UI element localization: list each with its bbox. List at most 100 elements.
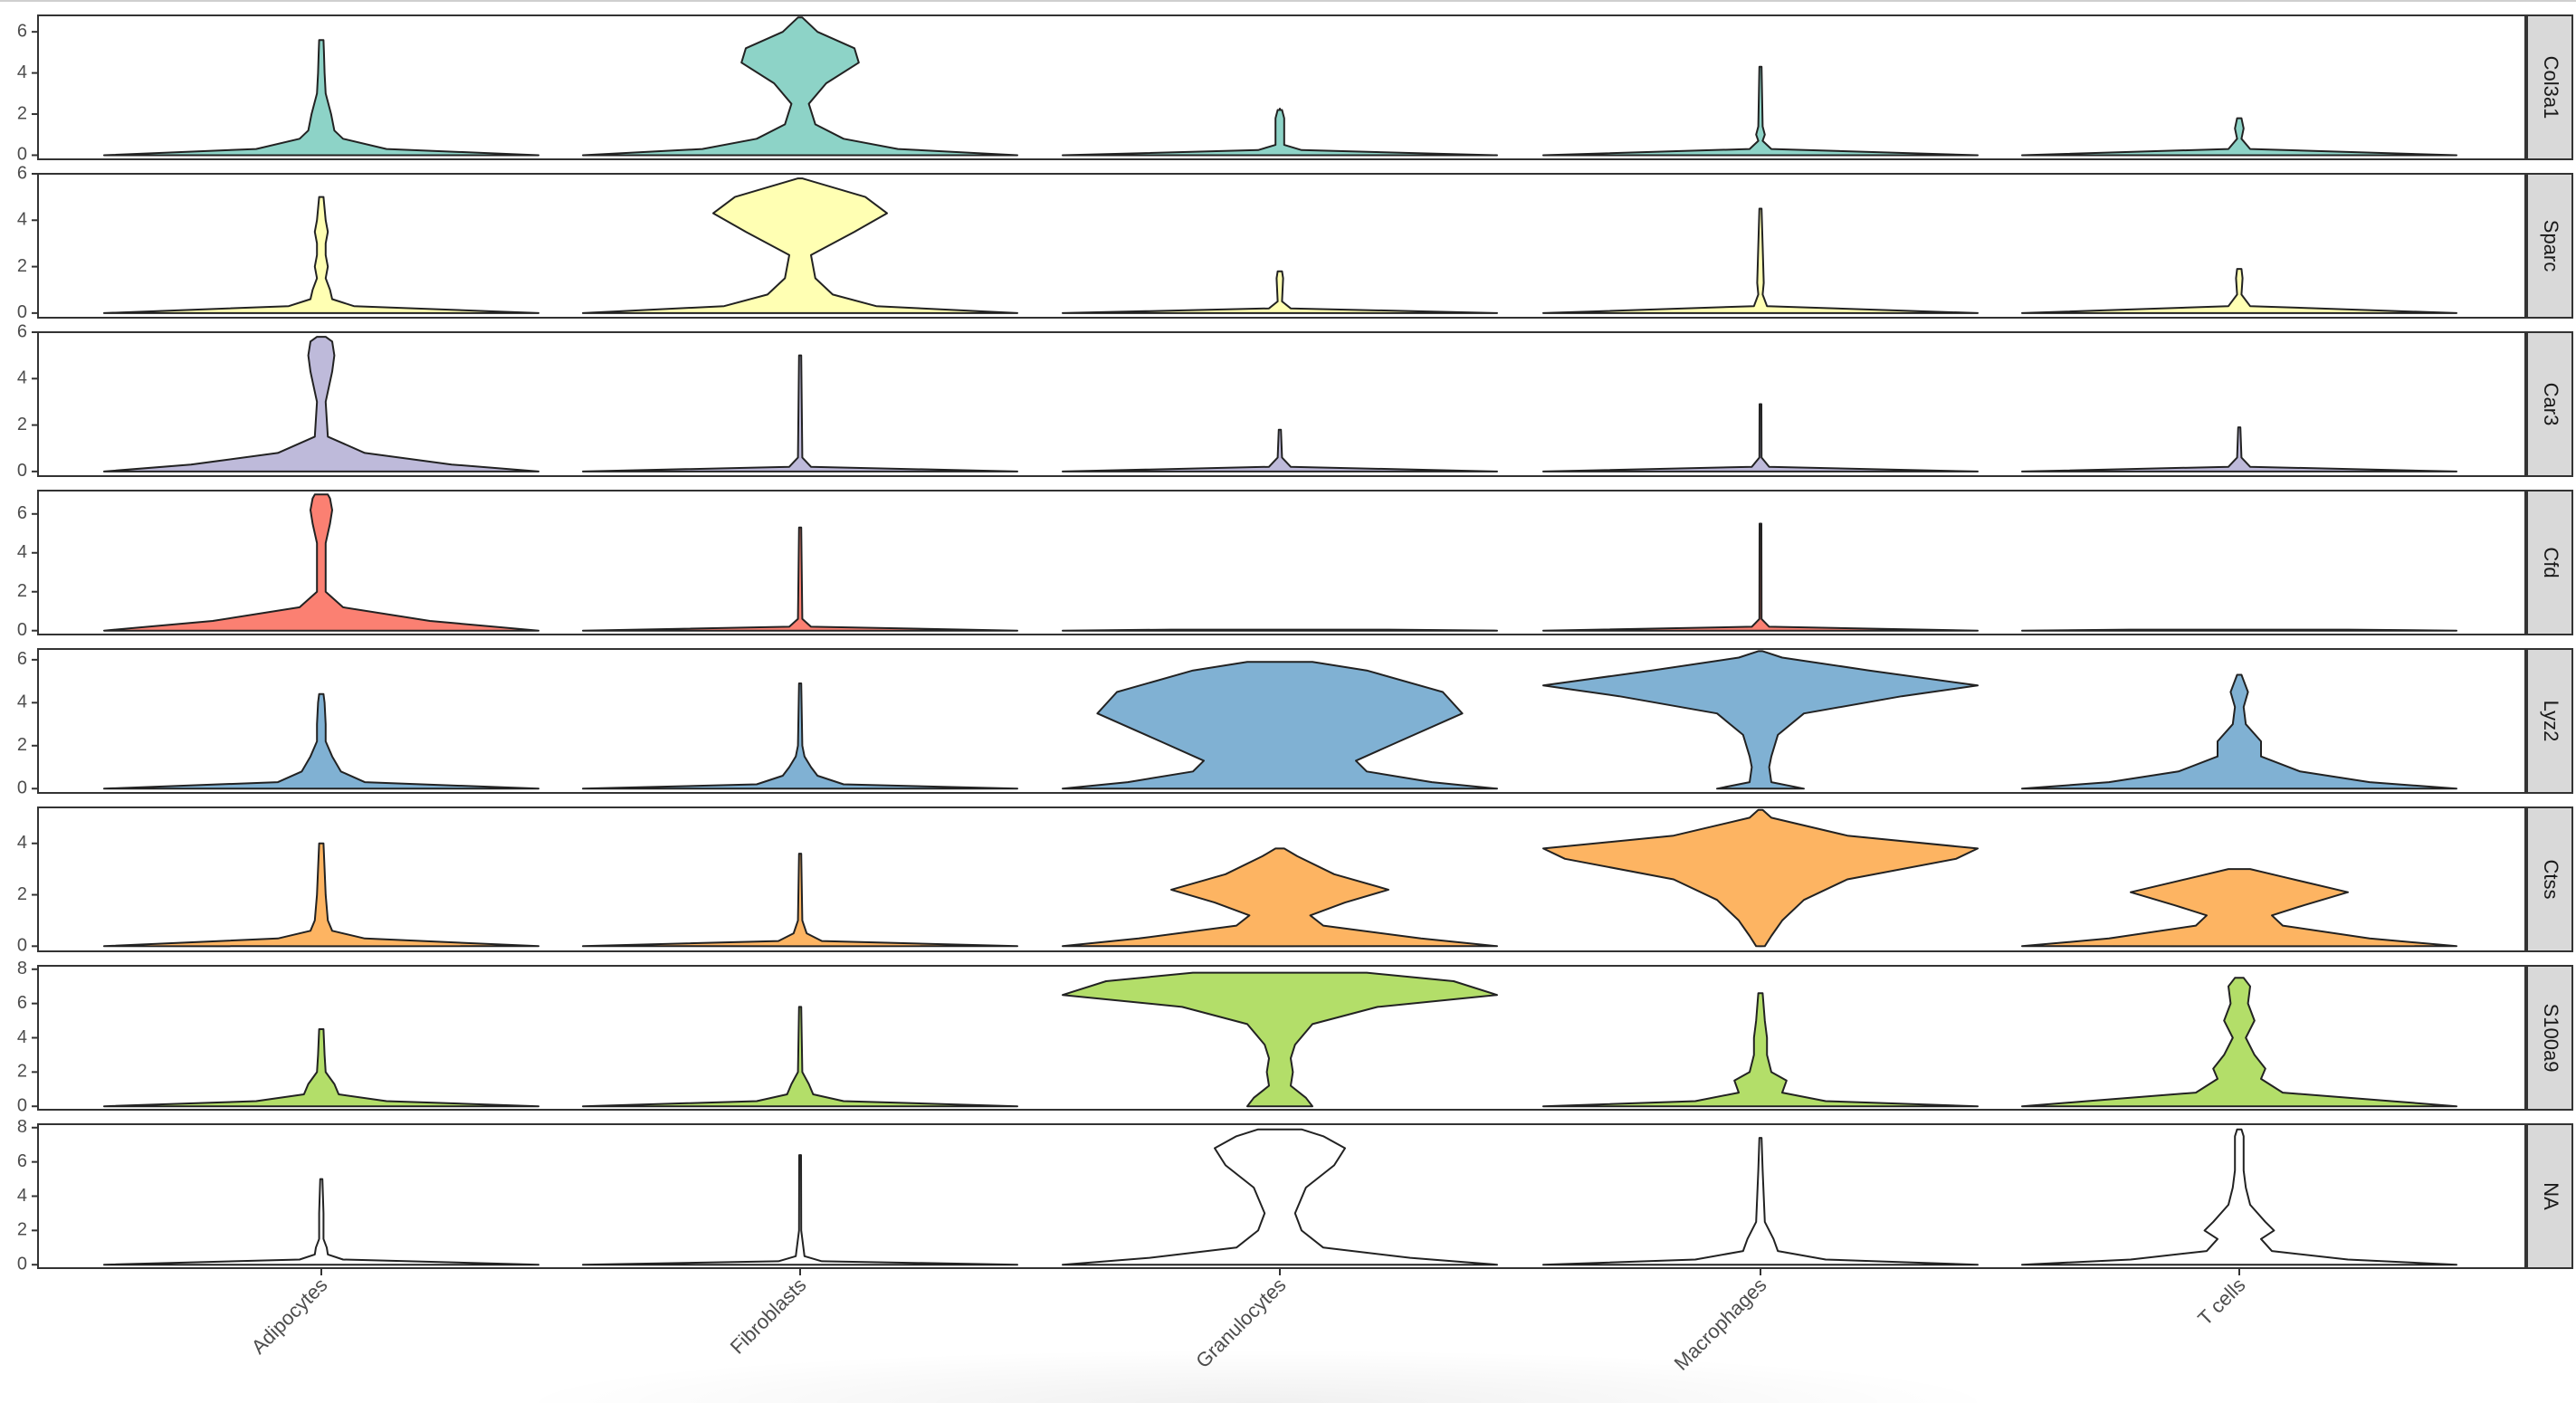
violin-granulocytes xyxy=(1062,428,1498,472)
violin-adipocytes xyxy=(103,1028,539,1108)
y-tick-label: 6 xyxy=(17,163,27,183)
facet-strip-label: Lyz2 xyxy=(2540,701,2562,742)
y-tick-label: 6 xyxy=(17,649,27,669)
facet-strip-label: Col3a1 xyxy=(2540,56,2562,119)
violin-adipocytes xyxy=(103,39,539,157)
y-tick-label: 0 xyxy=(17,1095,27,1115)
facet-strip xyxy=(2526,965,2573,1111)
violin-adipocytes xyxy=(103,1178,539,1266)
violin-macrophages xyxy=(1542,992,1979,1108)
facet-panel-cfd: Cfd 0 2 4 6 xyxy=(17,490,2573,640)
violin-fibroblasts xyxy=(582,682,1018,790)
violin-fibroblasts xyxy=(582,1006,1018,1108)
violin-adipocytes xyxy=(103,336,539,472)
violin-fibroblasts xyxy=(582,526,1018,632)
facet-strip xyxy=(2526,806,2573,952)
violin-macrophages xyxy=(1542,403,1979,472)
y-tick-label: 2 xyxy=(17,1062,27,1082)
y-tick-label: 0 xyxy=(17,1254,27,1274)
violin-granulocytes xyxy=(1062,971,1498,1108)
violin-granulocytes xyxy=(1062,628,1498,632)
violin-adipocytes xyxy=(103,692,539,790)
facet-strip xyxy=(2526,1123,2573,1269)
facet-strip-label: Cfd xyxy=(2540,547,2562,577)
violin-macrophages xyxy=(1542,207,1979,314)
bottom-shadow xyxy=(507,1349,2009,1403)
x-tick-label: Macrophages xyxy=(1670,1274,1771,1375)
violin-adipocytes xyxy=(103,842,539,948)
violin-t-cells xyxy=(2021,628,2457,632)
y-tick-label: 2 xyxy=(17,256,27,276)
violin-t-cells xyxy=(2021,977,2457,1108)
facet-strip xyxy=(2526,331,2573,477)
y-tick-label: 8 xyxy=(17,1117,27,1137)
y-tick-label: 2 xyxy=(17,735,27,755)
y-tick-label: 6 xyxy=(17,503,27,523)
violin-macrophages xyxy=(1542,522,1979,632)
y-tick-label: 0 xyxy=(17,620,27,640)
facet-panel-col3a1: Col3a1 0 2 4 6 xyxy=(17,14,2573,165)
facet-strip xyxy=(2526,648,2573,794)
y-tick-label: 2 xyxy=(17,884,27,904)
y-tick-label: 0 xyxy=(17,461,27,481)
facet-strip-label: Sparc xyxy=(2540,220,2562,272)
violin-t-cells xyxy=(2021,1128,2457,1266)
y-tick-label: 4 xyxy=(17,210,27,230)
y-tick-label: 4 xyxy=(17,542,27,562)
violin-macrophages xyxy=(1542,808,1979,948)
violin-fibroblasts xyxy=(582,16,1018,157)
x-tick-label: Adipocytes xyxy=(247,1274,332,1359)
violin-fibroblasts xyxy=(582,1154,1018,1266)
violin-macrophages xyxy=(1542,650,1979,790)
y-tick-label: 4 xyxy=(17,62,27,82)
y-tick-label: 6 xyxy=(17,21,27,41)
y-tick-label: 2 xyxy=(17,581,27,601)
violin-fibroblasts xyxy=(582,853,1018,948)
y-tick-label: 0 xyxy=(17,936,27,956)
y-tick-label: 6 xyxy=(17,993,27,1013)
violin-macrophages xyxy=(1542,1137,1979,1266)
facet-panel-ctss: Ctss 0 2 4 xyxy=(17,806,2573,956)
facet-panel-car3: Car3 0 2 4 6 xyxy=(17,321,2573,481)
violin-granulocytes xyxy=(1062,270,1498,314)
y-tick-label: 4 xyxy=(17,833,27,853)
x-tick-label: Granulocytes xyxy=(1191,1274,1290,1372)
violin-adipocytes xyxy=(103,493,539,632)
violin-granulocytes xyxy=(1062,1128,1498,1266)
violin-fibroblasts xyxy=(582,354,1018,472)
y-tick-label: 2 xyxy=(17,415,27,434)
y-tick-label: 6 xyxy=(17,321,27,341)
y-tick-label: 4 xyxy=(17,1186,27,1206)
violin-t-cells xyxy=(2021,117,2457,157)
violin-macrophages xyxy=(1542,65,1979,157)
y-tick-label: 4 xyxy=(17,1027,27,1047)
x-tick-label: Fibroblasts xyxy=(726,1274,811,1359)
facet-panel-sparc: Sparc 0 2 4 6 xyxy=(17,163,2573,322)
violin-granulocytes xyxy=(1062,847,1498,948)
facet-strip xyxy=(2526,14,2573,160)
x-tick-label: T cells xyxy=(2193,1274,2249,1330)
facet-strip-label: NA xyxy=(2540,1182,2562,1210)
y-tick-label: 0 xyxy=(17,778,27,798)
y-tick-label: 4 xyxy=(17,368,27,388)
violin-t-cells xyxy=(2021,268,2457,314)
y-tick-label: 0 xyxy=(17,302,27,322)
panel-border xyxy=(37,490,2526,635)
violin-t-cells xyxy=(2021,673,2457,790)
facet-panel-na: NA 0 2 4 6 8 xyxy=(17,1117,2573,1274)
facet-strip xyxy=(2526,173,2573,319)
y-tick-label: 2 xyxy=(17,1220,27,1240)
violin-fibroblasts xyxy=(582,177,1018,314)
facet-strip-label: Car3 xyxy=(2540,383,2562,426)
facet-strip xyxy=(2526,490,2573,635)
facet-strip-label: Ctss xyxy=(2540,860,2562,900)
y-tick-label: 4 xyxy=(17,692,27,712)
facet-panel-s100a9: S100a9 0 2 4 6 8 xyxy=(17,959,2573,1115)
facet-panel-lyz2: Lyz2 0 2 4 6 xyxy=(17,648,2573,798)
facet-strip-label: S100a9 xyxy=(2540,1004,2562,1073)
y-tick-label: 2 xyxy=(17,103,27,123)
y-tick-label: 8 xyxy=(17,959,27,978)
y-tick-label: 6 xyxy=(17,1151,27,1171)
y-tick-label: 0 xyxy=(17,145,27,165)
